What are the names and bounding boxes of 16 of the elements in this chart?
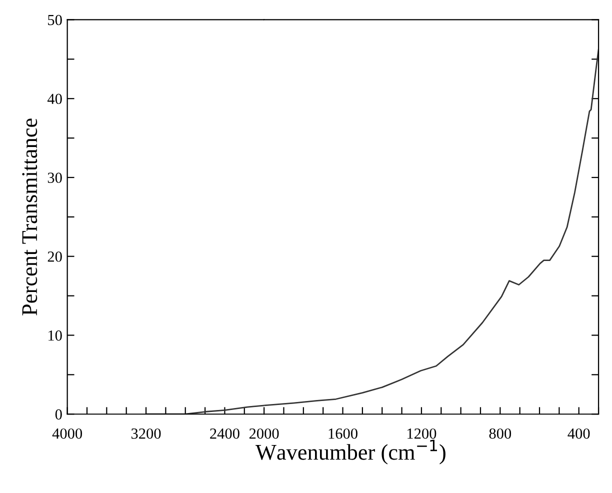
x-tick-label: 4000	[52, 428, 82, 439]
y-tick-label: 50	[48, 14, 62, 26]
y-tick-label: 10	[48, 330, 62, 341]
y-tick-label: 40	[47, 94, 62, 104]
x-tick-label: 2000	[249, 428, 279, 439]
x-axis-title: Wavenumber (cm$^{−1}$)	[255, 440, 446, 464]
y-axis-title: Percent Transmittance	[22, 118, 38, 316]
x-tick-label: 1200	[408, 428, 436, 439]
x-tick-label: 3200	[131, 428, 161, 439]
x-tick-label: 400	[568, 428, 590, 439]
x-tick-label: 1600	[328, 428, 358, 439]
x-tick-label: 2400	[210, 428, 240, 439]
y-tick-label: 0	[55, 409, 62, 420]
y-tick-label: 20	[48, 252, 62, 262]
y-tick-label: 30	[48, 172, 62, 183]
x-tick-label: 800	[489, 428, 512, 439]
